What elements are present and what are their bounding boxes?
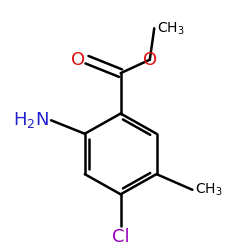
Text: H$_2$N: H$_2$N	[13, 110, 49, 130]
Text: CH$_3$: CH$_3$	[156, 20, 184, 36]
Text: O: O	[143, 51, 157, 69]
Text: O: O	[70, 51, 85, 69]
Text: Cl: Cl	[112, 228, 130, 246]
Text: CH$_3$: CH$_3$	[195, 182, 222, 198]
